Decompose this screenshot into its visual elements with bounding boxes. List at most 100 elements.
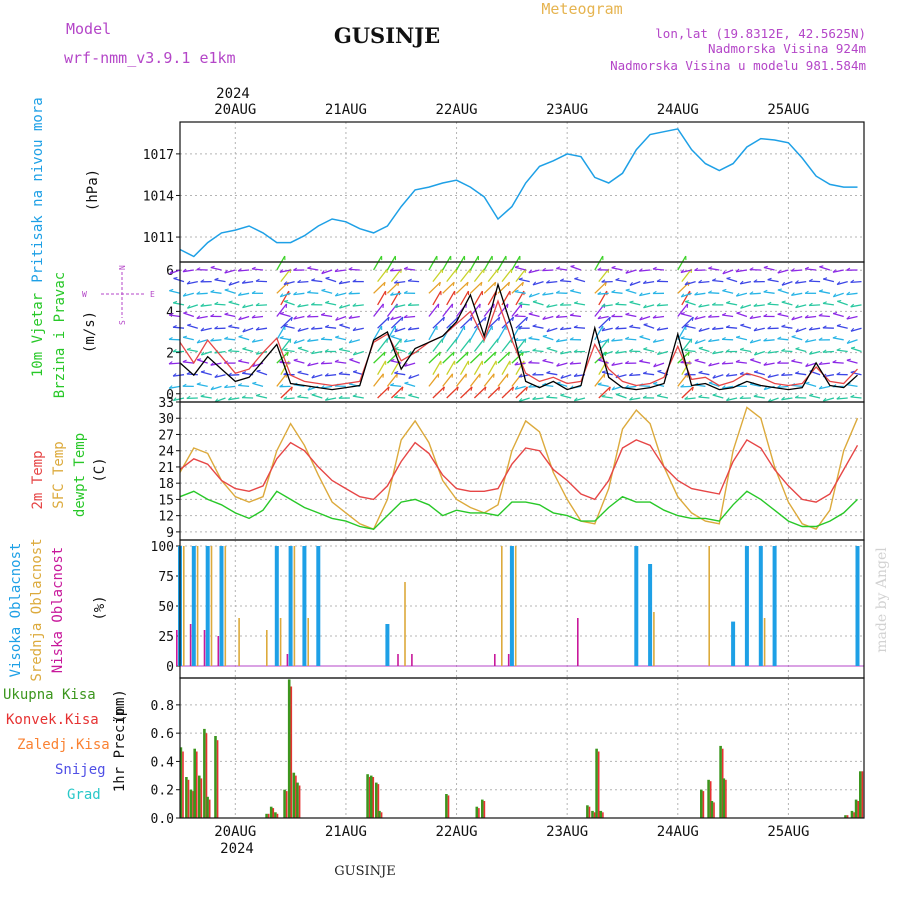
wind-arrow-head [559, 302, 564, 306]
wind-arrow-head [694, 316, 698, 320]
wind-arrow-head [767, 374, 772, 378]
wind-arrow-head [791, 335, 796, 338]
wind-arrow [681, 316, 694, 329]
wind-arrow-head [255, 302, 260, 306]
bottom-day-label: 25AUG [767, 824, 809, 840]
wind-arrow [615, 393, 627, 399]
wind-arrow-head [407, 302, 412, 306]
wind-arrow [442, 281, 455, 294]
wind-arrow [386, 281, 400, 294]
wind-arrow-head [628, 372, 633, 376]
wind-arrow [325, 397, 337, 401]
bottom-day-label: 23AUG [546, 824, 588, 840]
wind-arrow [487, 360, 497, 376]
wind-arrow [214, 397, 226, 403]
wind-arrow [297, 304, 309, 308]
wind-arrow [823, 278, 835, 283]
wind-arrow-head [790, 268, 795, 272]
wind-arrow [795, 327, 807, 333]
wind-arrow-head [767, 350, 772, 354]
wind-arrow-head [805, 363, 809, 367]
wind-arrow-head [601, 394, 606, 398]
wind-arrow-head [795, 304, 799, 308]
wind-arrow-head [339, 323, 344, 326]
wind-arrow-head [809, 351, 813, 355]
wind-arrow-head [791, 359, 796, 362]
wind-arrow [601, 395, 613, 399]
wind-arrow [514, 266, 526, 271]
wind-arrow-head [559, 278, 565, 282]
wind-arrow [497, 351, 510, 364]
wind-arrow-head [656, 302, 661, 307]
wind-arrow [196, 359, 208, 364]
wind-arrow-head [629, 281, 633, 286]
wind-arrow [469, 351, 483, 364]
wind-arrow-head [680, 293, 685, 298]
wind-arrow [459, 268, 471, 283]
wind-arrow [173, 302, 185, 306]
high-cloud-bar [509, 546, 514, 666]
wind-arrow-head [383, 282, 386, 287]
temp-sfc-line [179, 406, 859, 531]
wind-arrow-head [735, 359, 740, 363]
wind-arrow [684, 349, 696, 353]
compass-west: W [82, 290, 87, 299]
wind-arrow-head [404, 381, 409, 384]
wind-arrow [469, 281, 483, 294]
wind-arrow-head [506, 373, 509, 378]
wind-arrow [377, 338, 388, 352]
legend-freezing-rain: Zaledj.Kisa [17, 737, 110, 753]
wind-arrow [251, 315, 264, 319]
wind-arrow-head [452, 282, 455, 287]
top-day-labels: 20AUG 21AUG 22AUG 23AUG 24AUG 25AUG [214, 102, 809, 118]
model-name: wrf-nmm_v3.9.1 e1km [64, 49, 236, 67]
high-cloud-bar [385, 624, 390, 666]
low-cloud-bar [176, 630, 178, 666]
wind-arrow [377, 290, 387, 306]
wind-arrow-head [284, 299, 289, 302]
wind-arrow [777, 289, 789, 294]
wind-arrow [795, 304, 807, 309]
wind-arrow [546, 327, 558, 333]
total-precip-bar [859, 771, 862, 818]
wind-arrow-head [525, 316, 528, 322]
wind-arrow-head [822, 349, 827, 353]
wind-arrow [390, 269, 402, 272]
y-tick-label: 50 [158, 600, 174, 615]
wind-arrow-head [320, 312, 326, 316]
wind-arrow [680, 292, 692, 298]
wind-arrow-head [601, 370, 606, 373]
wind-arrow-head [494, 351, 497, 356]
wind-arrow-head [850, 303, 855, 308]
wind-arrow [390, 384, 402, 388]
wind-arrow [736, 336, 748, 341]
temp-2m-line [179, 438, 859, 503]
panel-frame [179, 677, 865, 819]
wind-arrow-head [712, 393, 717, 396]
wind-arrow-head [836, 396, 841, 400]
legend-total-precip: Ukupna Kisa [3, 687, 96, 703]
convective-precip-bar [368, 777, 371, 818]
wind-arrow-head [183, 311, 188, 314]
wind-arrow [276, 351, 289, 364]
wind-arrow [373, 351, 386, 364]
convective-precip-bar [196, 751, 198, 818]
wind-arrow [196, 339, 208, 344]
total-precip-bar [378, 810, 381, 818]
low-cloud-bar [217, 636, 220, 666]
wind-arrow [767, 374, 779, 379]
wind-arrow-head [214, 374, 218, 378]
wind-arrow-head [546, 304, 550, 308]
wind-arrow [280, 386, 293, 399]
wind-arrow [408, 374, 420, 380]
wind-arrow-head [611, 314, 616, 317]
wind-arrow [214, 303, 226, 306]
wind-arrow [459, 360, 470, 376]
wind-arrow [446, 316, 459, 329]
wind-arrow [822, 302, 834, 306]
high-cloud-bar [758, 546, 763, 666]
wind-arrow-head [255, 278, 260, 282]
wind-arrow-head [846, 267, 851, 271]
wind-arrow [238, 315, 250, 321]
